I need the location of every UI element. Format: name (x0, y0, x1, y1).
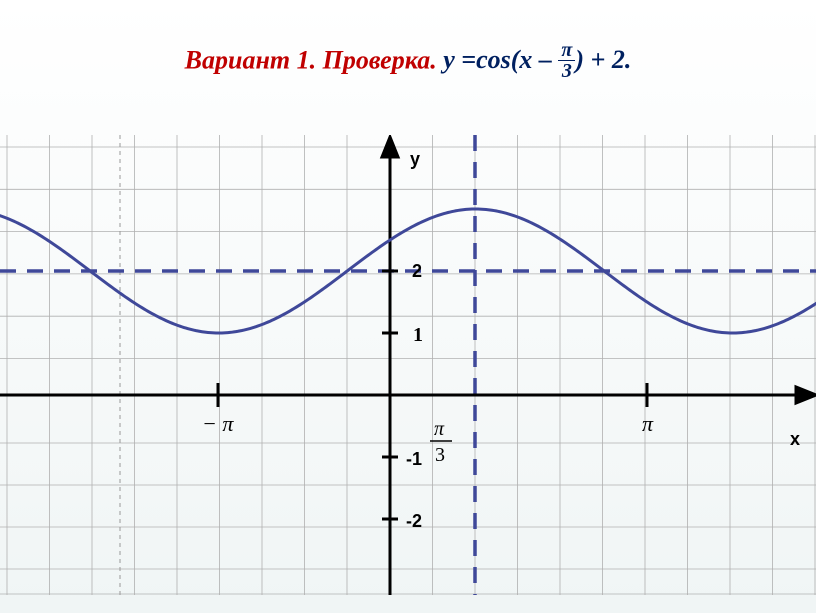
y-axis-label: y (410, 149, 420, 169)
x-tick-neg-pi: − π (202, 411, 234, 436)
title-fraction: π3 (558, 40, 575, 81)
x-tick-pi: π (642, 411, 654, 436)
svg-text:π: π (434, 418, 445, 440)
function-graph: y x 2 1 -1 -2 − π π π 3 (0, 135, 816, 595)
x-tick-pi-over-3: π 3 (430, 418, 452, 466)
title-prefix: Вариант 1. Проверка. (185, 45, 437, 74)
x-axis-label: x (790, 429, 800, 449)
y-tick-n2: -2 (406, 511, 422, 531)
title-equation: у =cos(x – π3) + 2. (443, 45, 631, 74)
y-tick-2: 2 (412, 261, 422, 281)
y-tick-1: 1 (413, 324, 423, 346)
svg-text:3: 3 (435, 444, 445, 466)
y-tick-n1: -1 (406, 449, 422, 469)
chart-title: Вариант 1. Проверка. у =cos(x – π3) + 2. (0, 42, 816, 83)
